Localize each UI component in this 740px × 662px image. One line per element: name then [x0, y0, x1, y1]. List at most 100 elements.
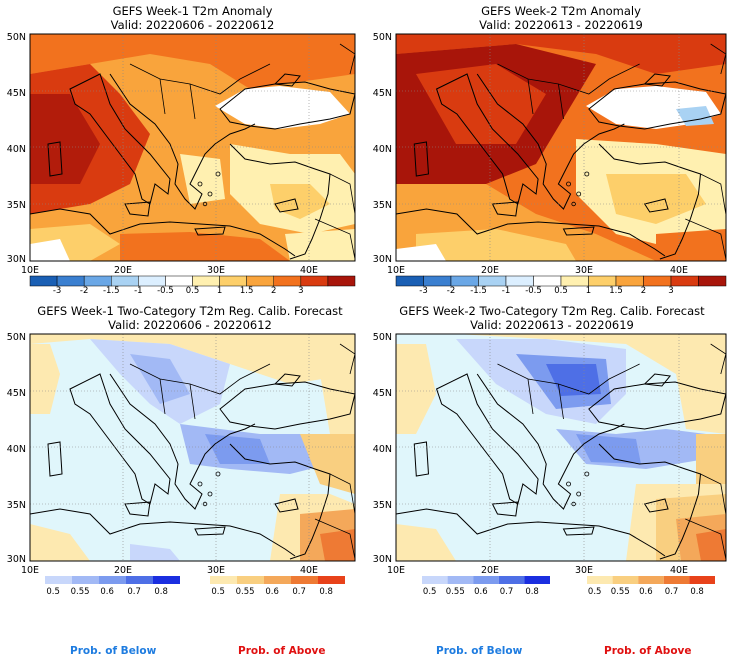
- prob-below-colorbar: 0.5 0.55 0.6 0.7 0.8: [45, 576, 180, 597]
- colorbar-tick-label: 0.55: [611, 587, 630, 597]
- map-week1-probability: 50N 45N 40N 35N 30N: [7, 332, 356, 564]
- colorbar-tick-label: 3: [668, 286, 673, 294]
- colorbar-swatch: [588, 275, 617, 287]
- panel-valid-dates: Valid: 20220613 - 20220619: [479, 18, 643, 32]
- colorbar-swatch: [291, 576, 318, 584]
- colorbar-tick-label: 1.5: [609, 286, 623, 294]
- colorbar-swatch: [56, 275, 85, 287]
- lon-label: 40E: [670, 565, 688, 576]
- panel-valid-dates: Valid: 20220606 - 20220612: [110, 18, 275, 32]
- lat-label: 45N: [7, 388, 26, 399]
- lon-label: 20E: [114, 565, 132, 576]
- colorbar-tick-label: -1: [134, 286, 142, 294]
- lon-label: 20E: [481, 265, 499, 276]
- lat-label: 50N: [373, 32, 392, 43]
- colorbar-tick-label: -0.5: [525, 286, 542, 294]
- colorbar-swatch: [318, 576, 345, 584]
- lat-label: 40N: [7, 444, 26, 455]
- colorbar-tick-label: 0.55: [446, 587, 465, 597]
- lat-label: 50N: [7, 32, 26, 43]
- lon-label: 30E: [575, 265, 593, 276]
- colorbar-swatch: [273, 275, 302, 287]
- colorbar-tick-label: 0.5: [588, 587, 602, 597]
- colorbar-swatch: [327, 275, 356, 287]
- colorbar-swatch: [83, 275, 112, 287]
- colorbar-swatch: [498, 576, 525, 584]
- colorbar-swatch: [533, 275, 562, 287]
- colorbar-tick-label: 0.5: [211, 587, 225, 597]
- colorbar-tick-label: 2: [641, 286, 646, 294]
- lat-label: 35N: [373, 500, 392, 511]
- colorbar-swatch: [505, 275, 534, 287]
- lon-label: 10E: [387, 265, 405, 276]
- prob-above-colorbar: 0.5 0.55 0.6 0.7 0.8: [587, 576, 715, 597]
- colorbar-tick-label: -3: [53, 286, 61, 294]
- colorbar-swatch: [473, 576, 499, 584]
- lat-label: 45N: [373, 88, 392, 99]
- colorbar-tick-label: 0.8: [690, 587, 704, 597]
- prob-below-label: Prob. of Below: [70, 645, 157, 657]
- lon-label: 20E: [114, 265, 132, 276]
- colorbar-swatch: [447, 576, 474, 584]
- lon-axis-week1-anomaly: 10E 20E 30E 40E -3 -2 -1.5 -1 -0.5 0.5 1 1.5 2 3: [21, 265, 356, 294]
- colorbar-swatch: [689, 576, 715, 584]
- panel-title: GEFS Week-2 Two-Category T2m Reg. Calib.…: [399, 304, 705, 318]
- map-week2-probability: 50N 45N 40N 35N 30N: [373, 332, 727, 564]
- map-week2-anomaly: 50N 45N 40N 35N 30N: [373, 32, 727, 264]
- panel-title: GEFS Week-1 Two-Category T2m Reg. Calib.…: [37, 304, 343, 318]
- colorbar-swatch: [615, 275, 644, 287]
- colorbar-swatch: [111, 275, 139, 287]
- lat-label: 45N: [373, 388, 392, 399]
- anomaly-colorbar: -3 -2 -1.5 -1 -0.5 0.5 1 1.5 2 3: [29, 275, 356, 294]
- colorbar-tick-label: -0.5: [157, 286, 174, 294]
- lon-label: 10E: [21, 565, 39, 576]
- colorbar-swatch: [478, 275, 507, 287]
- colorbar-swatch: [210, 576, 237, 584]
- lat-label: 30N: [7, 554, 26, 564]
- colorbar-tick-label: 0.6: [100, 587, 114, 597]
- colorbar-tick-label: -3: [419, 286, 427, 294]
- colorbar-tick-label: 0.5: [186, 286, 200, 294]
- lon-label: 40E: [670, 265, 688, 276]
- colorbar-swatch: [237, 576, 264, 584]
- colorbar-tick-label: 0.6: [265, 587, 279, 597]
- map-week1-anomaly: 50N 45N 40N 35N 30N: [7, 32, 356, 264]
- panel-valid-dates: Valid: 20220606 - 20220612: [108, 318, 272, 332]
- colorbar-swatch: [72, 576, 99, 584]
- colorbar-tick-label: 1.5: [240, 286, 254, 294]
- prob-above-label: Prob. of Above: [604, 645, 692, 657]
- lon-label: 40E: [300, 265, 318, 276]
- lon-axis-week1-probability: 10E 20E 30E 40E 0.5 0.55 0.6 0.7 0.8 0.5 0.55…: [21, 565, 345, 597]
- lon-axis-week2-probability: 10E 20E 30E 40E 0.5 0.55 0.6 0.7 0.8 0.5 0.55…: [387, 565, 715, 597]
- colorbar-swatch: [612, 576, 639, 584]
- colorbar-swatch: [670, 275, 699, 287]
- prob-above-label: Prob. of Above: [238, 645, 326, 657]
- colorbar-swatch: [422, 576, 448, 584]
- colorbar-tick-label: 0.7: [292, 587, 306, 597]
- colorbar-tick-label: 3: [298, 286, 303, 294]
- colorbar-tick-label: 1: [217, 286, 222, 294]
- colorbar-swatch: [587, 576, 613, 584]
- colorbar-swatch: [153, 576, 180, 584]
- lon-label: 30E: [207, 265, 225, 276]
- colorbar-tick-label: 0.55: [71, 587, 90, 597]
- colorbar-swatch: [560, 275, 589, 287]
- colorbar-tick-label: -1.5: [470, 286, 487, 294]
- lat-label: 50N: [7, 332, 26, 343]
- lat-label: 30N: [7, 254, 26, 264]
- colorbar-tick-label: 0.8: [525, 587, 539, 597]
- colorbar-tick-label: 0.8: [154, 587, 168, 597]
- colorbar-tick-label: -2: [447, 286, 455, 294]
- colorbar-swatch: [450, 275, 479, 287]
- prob-above-colorbar: 0.5 0.55 0.6 0.7 0.8: [210, 576, 345, 597]
- lat-label: 35N: [7, 500, 26, 511]
- colorbar-tick-label: 0.6: [474, 587, 488, 597]
- colorbar-swatch: [524, 576, 550, 584]
- panel-title: GEFS Week-2 T2m Anomaly: [481, 4, 641, 18]
- colorbar-swatch: [300, 275, 329, 287]
- lat-label: 30N: [373, 254, 392, 264]
- colorbar-swatch: [99, 576, 126, 584]
- lat-label: 40N: [373, 444, 392, 455]
- lon-label: 30E: [207, 565, 225, 576]
- lat-label: 35N: [7, 200, 26, 211]
